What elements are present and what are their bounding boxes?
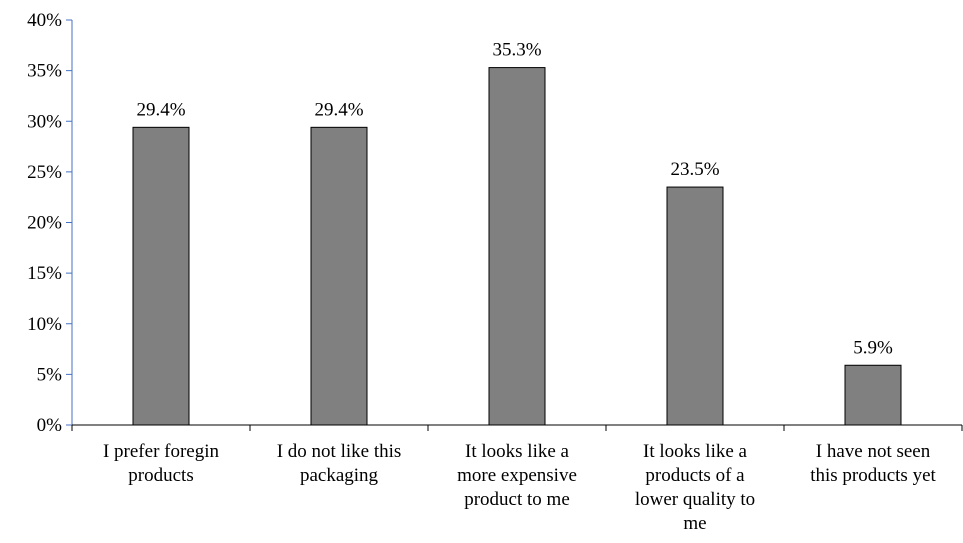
data-label: 29.4% [314, 99, 363, 120]
y-tick-label: 0% [37, 415, 63, 436]
data-label: 35.3% [492, 40, 541, 61]
y-tick-label: 5% [37, 364, 63, 385]
data-label: 29.4% [136, 99, 185, 120]
data-label: 23.5% [670, 159, 719, 180]
bars [132, 67, 902, 426]
data-label: 5.9% [853, 337, 893, 358]
x-category-label: I have not seen this products yet [810, 441, 936, 486]
y-tick-label: 25% [27, 162, 62, 183]
x-axis-ticks [71, 425, 963, 431]
x-category-label: I prefer foregin products [103, 441, 220, 486]
bar [488, 67, 546, 426]
x-category-label: It looks like a more expensive product to … [457, 441, 577, 510]
data-labels: 29.4% 29.4% 35.3% 23.5% 5.9% [136, 40, 893, 359]
y-tick-label: 30% [27, 111, 62, 132]
y-tick-label: 10% [27, 314, 62, 335]
y-tick-label: 35% [27, 61, 62, 82]
x-category-label: It looks like a products of a lower qualit… [635, 441, 755, 534]
category-labels: I prefer foregin products I do not like th… [103, 441, 937, 534]
bar [844, 364, 902, 426]
bar [310, 126, 368, 426]
y-tick-label: 40% [27, 10, 62, 31]
bar [132, 126, 190, 426]
x-category-label: I do not like this packaging [277, 441, 402, 486]
bar [666, 186, 724, 426]
y-axis-ticks: 0% 5% 10% 15% 20% 25% 30% 35% 40% [27, 10, 72, 436]
y-tick-label: 15% [27, 263, 62, 284]
y-tick-label: 20% [27, 213, 62, 234]
